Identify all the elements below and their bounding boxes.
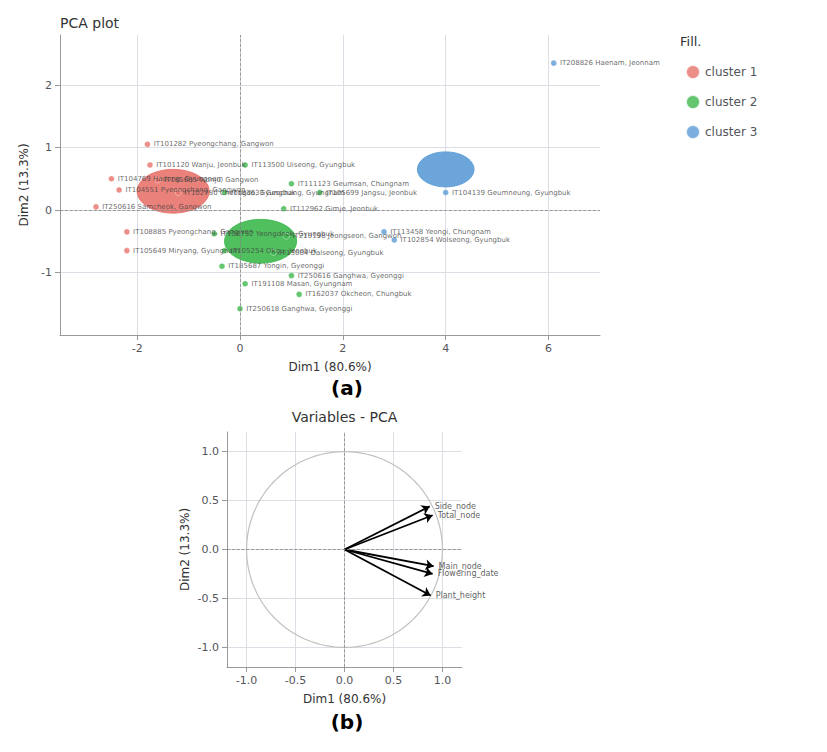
svg-text:Flowering_date: Flowering_date	[438, 569, 499, 578]
svg-text:IT111123 Geumsan, Chungnam: IT111123 Geumsan, Chungnam	[298, 180, 409, 188]
svg-text:0.0: 0.0	[336, 674, 354, 687]
svg-text:Variables - PCA: Variables - PCA	[292, 409, 398, 425]
svg-text:-0.5: -0.5	[285, 674, 306, 687]
svg-text:IT104139 Geumneung, Gyungbuk: IT104139 Geumneung, Gyungbuk	[452, 189, 572, 197]
svg-text:IT250618 Ganghwa, Gyeonggi: IT250618 Ganghwa, Gyeonggi	[246, 305, 352, 313]
svg-text:IT112962 Gimje, Jeonbuk: IT112962 Gimje, Jeonbuk	[290, 205, 379, 213]
svg-text:-0.5: -0.5	[198, 592, 219, 605]
svg-text:IT191108 Masan, Gyungnam: IT191108 Masan, Gyungnam	[251, 280, 352, 288]
svg-text:-2: -2	[132, 342, 143, 355]
svg-text:Total_node: Total_node	[437, 511, 481, 520]
svg-text:0.5: 0.5	[385, 674, 403, 687]
svg-text:Dim2 (13.3%): Dim2 (13.3%)	[178, 508, 192, 591]
svg-text:Fill.: Fill.	[680, 34, 702, 49]
svg-text:0: 0	[237, 342, 244, 355]
svg-text:Plant_height: Plant_height	[436, 591, 486, 600]
svg-text:cluster 1: cluster 1	[705, 65, 757, 79]
svg-text:IT102854 Wolseong, Gyungbuk: IT102854 Wolseong, Gyungbuk	[401, 236, 511, 244]
svg-text:IT183633 Geochang, Gyungnam: IT183633 Geochang, Gyungnam	[230, 188, 345, 197]
svg-text:IT13084 Dalseong, Gyungbuk: IT13084 Dalseong, Gyungbuk	[280, 249, 385, 257]
svg-text:0.5: 0.5	[202, 494, 220, 507]
svg-text:0: 0	[45, 204, 52, 217]
svg-text:IT108752 Yeongdeok, Gyungbuk: IT108752 Yeongdeok, Gyungbuk	[220, 229, 334, 238]
svg-text:cluster 3: cluster 3	[705, 125, 757, 139]
svg-text:IT250616 Samcheok, Gangwon: IT250616 Samcheok, Gangwon	[102, 203, 211, 211]
svg-text:IT113458 Yeongi, Chungnam: IT113458 Yeongi, Chungnam	[390, 228, 491, 236]
svg-text:IT101282 Pyeongchang, Gangwon: IT101282 Pyeongchang, Gangwon	[154, 140, 274, 148]
svg-text:1: 1	[45, 141, 52, 154]
svg-text:6: 6	[545, 342, 552, 355]
svg-text:IT185687 Yongin, Gyeonggi: IT185687 Yongin, Gyeonggi	[228, 262, 324, 270]
svg-text:IT105699 Jangsu, Jeonbuk: IT105699 Jangsu, Jeonbuk	[326, 189, 418, 197]
svg-text:IT250616 Ganghwa, Gyeonggi: IT250616 Ganghwa, Gyeonggi	[298, 272, 404, 280]
svg-text:1.0: 1.0	[202, 445, 220, 458]
svg-text:4: 4	[442, 342, 449, 355]
svg-text:Side_node: Side_node	[435, 502, 476, 511]
svg-text:(b): (b)	[331, 710, 364, 734]
svg-text:cluster 2: cluster 2	[705, 95, 757, 109]
svg-text:-1.0: -1.0	[236, 674, 257, 687]
svg-text:IT210198 Jeongseon, Gangwon: IT210198 Jeongseon, Gangwon	[293, 232, 402, 240]
svg-text:0.0: 0.0	[202, 543, 220, 556]
svg-text:Dim2 (13.3%): Dim2 (13.3%)	[17, 143, 31, 226]
svg-text:(a): (a)	[331, 376, 363, 400]
svg-text:Dim1 (80.6%): Dim1 (80.6%)	[303, 692, 386, 706]
svg-text:-1: -1	[41, 266, 52, 279]
svg-text:2: 2	[45, 79, 52, 92]
svg-text:IT208826 Haenam, Jeonnam: IT208826 Haenam, Jeonnam	[560, 59, 660, 67]
svg-text:IT185685 Wonju, Gangwon: IT185685 Wonju, Gangwon	[164, 176, 258, 184]
svg-text:IT108885 Pyeongchang, Gangwon: IT108885 Pyeongchang, Gangwon	[133, 227, 254, 236]
svg-text:IT113500 Uiseong, Gyungbuk: IT113500 Uiseong, Gyungbuk	[251, 161, 356, 169]
svg-text:Dim1 (80.6%): Dim1 (80.6%)	[288, 360, 371, 374]
svg-text:-1.0: -1.0	[198, 641, 219, 654]
svg-text:1.0: 1.0	[434, 674, 452, 687]
svg-text:2: 2	[339, 342, 346, 355]
svg-text:Main_node: Main_node	[438, 561, 482, 571]
svg-text:IT162037 Okcheon, Chungbuk: IT162037 Okcheon, Chungbuk	[305, 290, 412, 298]
svg-text:IT105649 Miryang, Gyungnam: IT105649 Miryang, Gyungnam	[133, 247, 240, 255]
svg-text:IT101120 Wanju, Jeonbuk: IT101120 Wanju, Jeonbuk	[156, 161, 246, 169]
svg-text:PCA plot: PCA plot	[60, 15, 120, 31]
svg-text:IT105254 Okgu, Jeonbuk: IT105254 Okgu, Jeonbuk	[230, 246, 317, 255]
